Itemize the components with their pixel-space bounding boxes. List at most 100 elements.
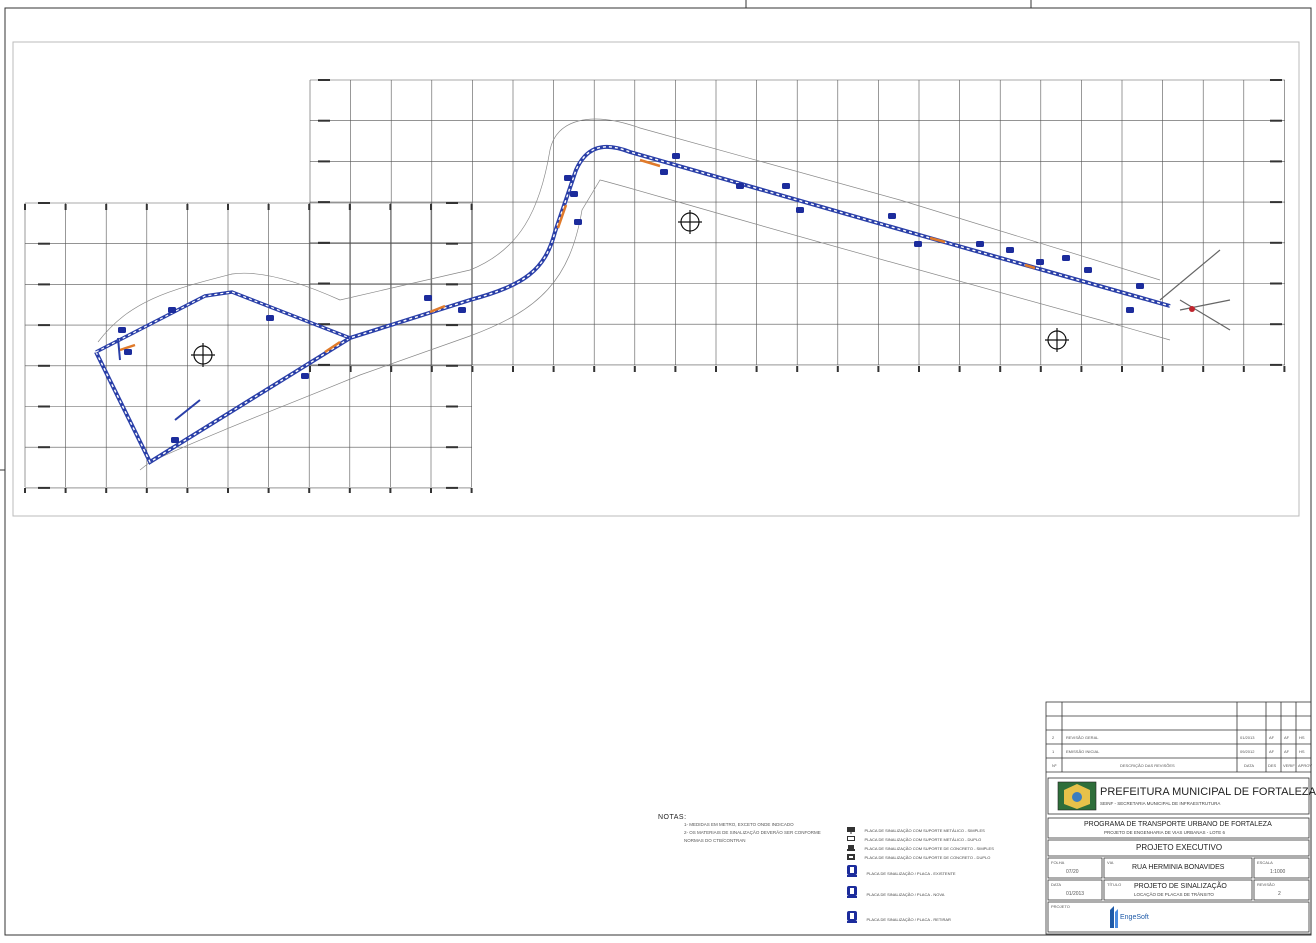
revision-approved: HS [1299, 749, 1305, 754]
revision-drawn: AF [1269, 735, 1275, 740]
sign-post-bracket-double-icon [846, 848, 856, 866]
revision-number: 2 [1052, 735, 1055, 740]
project-phase: PROJETO EXECUTIVO [1136, 843, 1223, 852]
street-label: VIA [1107, 860, 1114, 865]
viewport-frame [12, 41, 1300, 517]
program-title: PROGRAMA DE TRANSPORTE URBANO DE FORTALE… [1084, 821, 1272, 828]
scale-label: ESCALA [1257, 860, 1273, 865]
revision-value: 2 [1278, 891, 1281, 897]
engesoft-logo [1110, 906, 1118, 928]
legend-label: PLACA DE SINALIZAÇÃO / PLACA - RETIRAR [866, 917, 951, 922]
revision-checked: AF [1284, 749, 1290, 754]
road-centerline [94, 144, 1231, 465]
scale-value: 1:1000 [1270, 869, 1286, 875]
program-subtitle: PROJETO DE ENGENHARIA DE VIAS URBANAS - … [1104, 830, 1225, 835]
note-line: 1- MEDIDAS EM METRO, EXCETO ONDE INDICAD… [684, 822, 794, 827]
note-line: 2- OS MATERIAIS DE SINALIZAÇÃO DEVERÃO S… [684, 830, 821, 835]
sign-marker [301, 373, 309, 379]
sign-marker [1084, 267, 1092, 273]
sign-marker [1006, 247, 1014, 253]
sign-marker [424, 295, 432, 301]
project-label: TÍTULO [1107, 882, 1122, 887]
date-value: 01/2013 [1066, 891, 1085, 897]
legend-label: PLACA DE SINALIZAÇÃO COM SUPORTE DE CONC… [864, 845, 994, 851]
sign-marker [782, 183, 790, 189]
sign-marker [1136, 283, 1144, 289]
project-subtitle: LOCAÇÃO DE PLACAS DE TRÂNSITO [1134, 892, 1214, 897]
sign-marker [888, 213, 896, 219]
revision-header-approved: APROV [1298, 763, 1313, 768]
sign-marker [796, 207, 804, 213]
road-markings [119, 158, 1036, 354]
note-line: NORMAS DO CTB/CONTRAN [684, 838, 746, 843]
sign-marker [914, 241, 922, 247]
sign-marker [168, 307, 176, 313]
sheet-value: 07/20 [1066, 869, 1079, 875]
revision-header-description: DESCRIÇÃO DAS REVISÕES [1120, 763, 1175, 768]
sheet-label: FOLHA [1051, 860, 1065, 865]
sign-marker [672, 153, 680, 159]
legend-item: PLACA DE SINALIZAÇÃO COM SUPORTE METÁLIC… [846, 821, 985, 834]
legend-label: PLACA DE SINALIZAÇÃO COM SUPORTE METÁLIC… [864, 827, 985, 833]
revision-header-checked: VERIF [1283, 763, 1295, 768]
agency-name: PREFEITURA MUNICIPAL DE FORTALEZA [1100, 786, 1316, 798]
legend-item: PLACA DE SINALIZAÇÃO / PLACA - EXISTENTE [846, 864, 956, 878]
traffic-sign-markers [118, 153, 1144, 443]
sign-marker [736, 183, 744, 189]
agency-subtitle: SEINF - SECRETARIA MUNICIPAL DE INFRAEST… [1100, 801, 1221, 806]
title-block-lines [1045, 701, 1312, 935]
legend-label: PLACA DE SINALIZAÇÃO / PLACA - EXISTENTE [866, 871, 956, 876]
sign-marker [171, 437, 179, 443]
revision-header-date: DATA [1244, 763, 1255, 768]
north-arrow-symbols [191, 210, 1069, 367]
revision-description: EMISSÃO INICIAL [1066, 749, 1100, 754]
revision-approved: HS [1299, 735, 1305, 740]
legend-item: PLACA DE SINALIZAÇÃO / PLACA - RETIRAR [846, 910, 951, 924]
sign-marker [564, 175, 572, 181]
sheet-border [4, 7, 1312, 936]
legend-item: PLACA DE SINALIZAÇÃO / PLACA - NOVA [846, 885, 944, 899]
legend-label: PLACA DE SINALIZAÇÃO COM SUPORTE METÁLIC… [864, 836, 982, 842]
coordinate-grid [24, 79, 1285, 489]
sign-marker [1062, 255, 1070, 261]
legend-item: PLACA DE SINALIZAÇÃO COM SUPORTE DE CONC… [846, 848, 991, 860]
legend-label: PLACA DE SINALIZAÇÃO COM SUPORTE DE CONC… [864, 854, 991, 860]
revision-header-drawn: DES [1268, 763, 1277, 768]
sign-post-double-icon [846, 830, 856, 848]
sign-marker [266, 315, 274, 321]
sign-marker [660, 169, 668, 175]
sign-marker [1126, 307, 1134, 313]
legend-item: PLACA DE SINALIZAÇÃO COM SUPORTE METÁLIC… [846, 830, 982, 842]
sign-post-single-icon [846, 821, 856, 839]
revision-description: REVISÃO GERAL [1066, 735, 1099, 740]
sign-plate-existing-icon [846, 864, 858, 883]
grid-labels [24, 79, 1286, 493]
revision-checked: AF [1284, 735, 1290, 740]
sign-marker [1036, 259, 1044, 265]
sign-marker [976, 241, 984, 247]
city-crest-logo [1057, 781, 1097, 811]
sign-marker [118, 327, 126, 333]
sign-post-bracket-icon [846, 839, 856, 857]
company-label: PROJETO [1051, 904, 1070, 909]
sign-marker [124, 349, 132, 355]
company-name: EngeSoft [1120, 914, 1149, 921]
sign-marker [574, 219, 582, 225]
revision-date: 09/2012 [1240, 749, 1255, 754]
notes-title: NOTAS: [658, 814, 687, 821]
sign-plate-new-icon [846, 885, 858, 904]
revision-drawn: AF [1269, 749, 1275, 754]
street-name: RUA HERMINIA BONAVIDES [1132, 864, 1225, 871]
revision-header-number: Nº [1052, 763, 1057, 768]
revision-date: 01/2013 [1240, 735, 1255, 740]
revision-number: 1 [1052, 749, 1055, 754]
property-offset-lines [97, 118, 1171, 471]
revision-label: REVISÃO [1257, 882, 1275, 887]
sign-plate-remove-icon [846, 910, 858, 929]
sign-marker [458, 307, 466, 313]
sign-marker [570, 191, 578, 197]
reference-point [1189, 306, 1195, 312]
project-title: PROJETO DE SINALIZAÇÃO [1134, 883, 1227, 890]
